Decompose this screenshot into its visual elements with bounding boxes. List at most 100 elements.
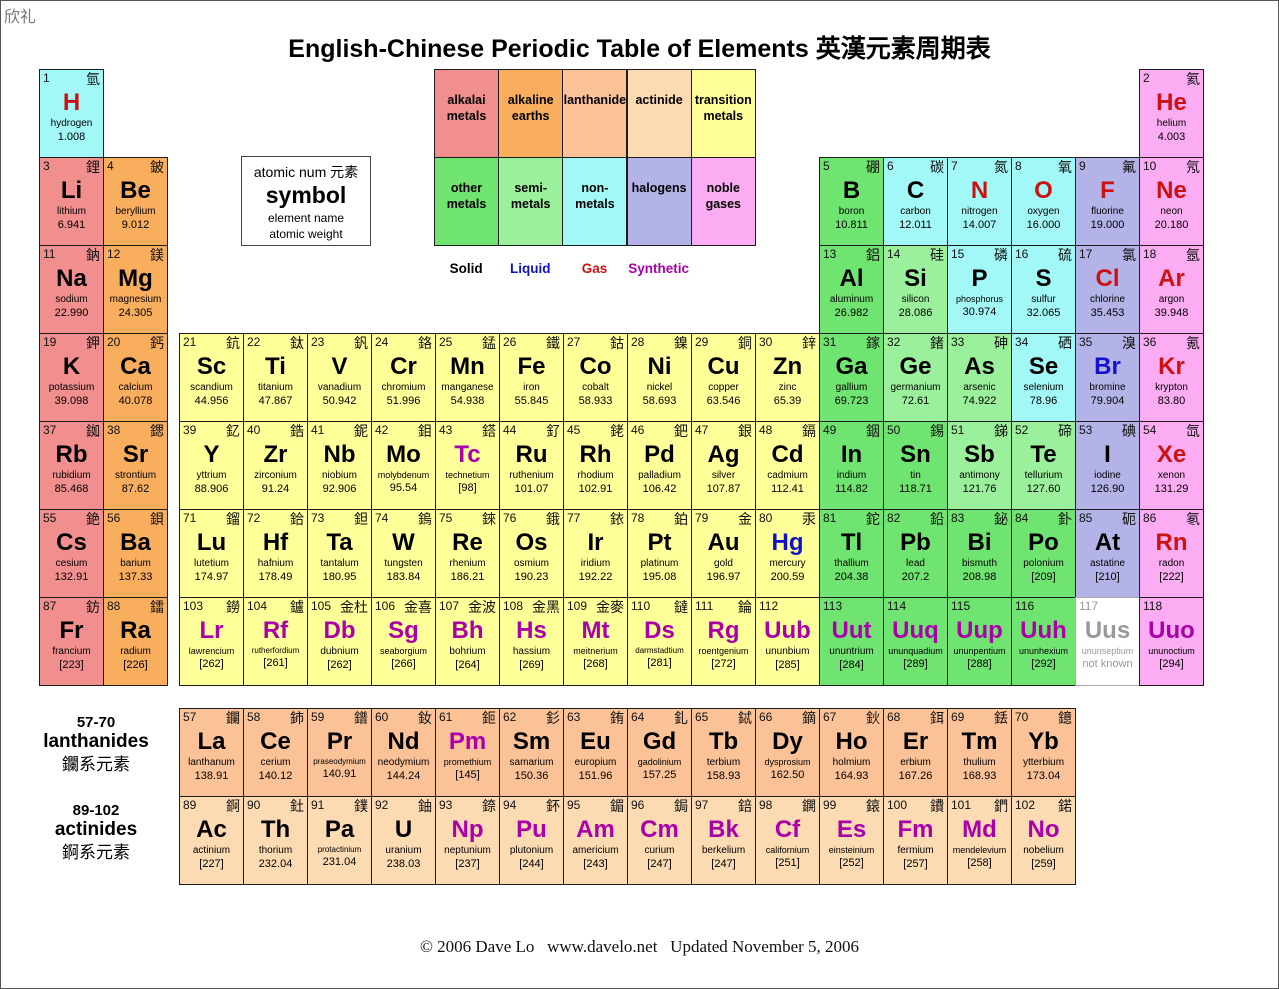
element-symbol: C xyxy=(906,177,925,204)
chinese-name: 鏷 xyxy=(354,798,368,814)
element-symbol: Cs xyxy=(56,529,87,556)
element-symbol: B xyxy=(842,177,861,204)
state-label-synthetic: Synthetic xyxy=(628,261,690,276)
atomic-number: 17 xyxy=(1079,247,1093,261)
atomic-weight: 157.25 xyxy=(642,768,677,781)
atomic-weight: 30.974 xyxy=(962,305,997,318)
element-cell-Cr: 24 鉻 Cr chromium 51.996 xyxy=(371,333,436,422)
element-symbol: Ru xyxy=(515,441,548,468)
atomic-weight: 208.98 xyxy=(962,571,997,584)
element-cell-Nb: 41 鈮 Nb niobium 92.906 xyxy=(307,421,372,510)
chinese-name: 氦 xyxy=(1186,71,1200,87)
atomic-number: 76 xyxy=(503,511,517,525)
chinese-name: 釤 xyxy=(546,710,560,726)
atomic-weight: 112.41 xyxy=(771,483,804,496)
element-symbol: Ho xyxy=(835,728,868,755)
element-symbol: Lr xyxy=(199,617,224,644)
chinese-name: 硼 xyxy=(866,159,880,175)
element-name: darmstadtium xyxy=(635,646,684,656)
element-cell-Fr: 87 鈁 Fr francium [223] xyxy=(39,597,104,686)
chinese-name: 鐨 xyxy=(930,798,944,814)
element-cell-Pr: 59 鐠 Pr praseodymium 140.91 xyxy=(307,708,372,797)
chinese-name: 汞 xyxy=(802,511,816,527)
element-symbol: Po xyxy=(1028,529,1059,556)
atomic-number: 105 xyxy=(311,599,332,613)
atomic-weight: [261] xyxy=(263,656,288,669)
chinese-name: 鐽 xyxy=(674,599,688,615)
element-name: mercury xyxy=(769,558,806,570)
atomic-weight: 178.49 xyxy=(258,571,293,584)
chinese-name: 鉭 xyxy=(354,511,368,527)
chinese-name: 鏑 xyxy=(802,710,816,726)
atomic-weight: [257] xyxy=(903,858,928,871)
legend-box-nonmetal: non-metals xyxy=(562,157,628,246)
atomic-weight: 72.61 xyxy=(901,395,930,408)
element-cell-Rh: 45 銠 Rh rhodium 102.91 xyxy=(563,421,628,510)
element-symbol: I xyxy=(1104,441,1111,468)
element-symbol: Co xyxy=(579,353,612,380)
element-cell-Rb: 37 銣 Rb rubidium 85.468 xyxy=(39,421,104,510)
element-name: terbium xyxy=(706,757,741,769)
element-symbol: Ar xyxy=(1158,265,1185,292)
element-symbol: Tb xyxy=(708,728,739,755)
element-cell-Rn: 86 氡 Rn radon [222] xyxy=(1139,509,1204,598)
element-name: carbon xyxy=(900,206,931,218)
atomic-weight: 1.008 xyxy=(57,131,86,144)
lanthanides-name-en: lanthanides xyxy=(43,731,149,752)
atomic-weight: 114.82 xyxy=(835,483,868,496)
atomic-number: 90 xyxy=(247,798,261,812)
chinese-name: 氧 xyxy=(1058,159,1072,175)
element-symbol: Ac xyxy=(196,816,227,843)
legend-label: halogens xyxy=(631,181,687,195)
element-name: bromine xyxy=(1089,382,1126,394)
element-name: francium xyxy=(52,646,91,658)
atomic-number: 85 xyxy=(1079,511,1093,525)
atomic-weight: 173.04 xyxy=(1026,770,1061,783)
atomic-number: 92 xyxy=(375,798,389,812)
element-symbol: Ni xyxy=(647,353,672,380)
atomic-weight: 207.2 xyxy=(901,571,930,584)
atomic-number: 88 xyxy=(107,599,121,613)
element-name: antimony xyxy=(959,470,1000,482)
element-cell-Ga: 31 鎵 Ga gallium 69.723 xyxy=(819,333,884,422)
legend-box-lanthanide: lanthanide xyxy=(562,69,628,158)
element-name: ununseptium xyxy=(1081,646,1134,657)
element-symbol: Zn xyxy=(772,353,803,380)
legend-label: semi- xyxy=(514,181,548,195)
element-cell-At: 85 砈 At astatine [210] xyxy=(1075,509,1140,598)
chinese-name: 鉺 xyxy=(930,710,944,726)
atomic-number: 70 xyxy=(1015,710,1029,724)
atomic-number: 100 xyxy=(887,798,908,812)
element-name: hafnium xyxy=(257,558,294,570)
element-cell-Am: 95 鎇 Am americium [243] xyxy=(563,796,628,885)
element-cell-Uuo: 118 Uuo ununoctium [294] xyxy=(1139,597,1204,686)
atomic-weight: [223] xyxy=(59,659,84,672)
element-symbol: Pd xyxy=(644,441,675,468)
element-name: phosphorus xyxy=(955,294,1004,305)
chinese-name: 鎘 xyxy=(802,423,816,439)
element-symbol: Cu xyxy=(707,353,740,380)
atomic-number: 7 xyxy=(951,159,958,173)
element-name: seaborgium xyxy=(379,646,428,657)
element-symbol: Nd xyxy=(387,728,420,755)
atomic-weight: 4.003 xyxy=(1157,131,1186,144)
element-symbol: Sg xyxy=(388,617,419,644)
element-cell-Na: 11 鈉 Na sodium 22.990 xyxy=(39,245,104,334)
element-symbol: Cf xyxy=(774,816,801,843)
chinese-name: 銣 xyxy=(86,423,100,439)
element-symbol: O xyxy=(1034,177,1053,204)
element-name: magnesium xyxy=(109,294,162,306)
element-name: ununoctium xyxy=(1148,646,1195,657)
atomic-weight: [284] xyxy=(839,659,864,672)
atomic-weight: 10.811 xyxy=(835,219,868,232)
atomic-weight: [226] xyxy=(123,659,148,672)
element-cell-Br: 35 溴 Br bromine 79.904 xyxy=(1075,333,1140,422)
element-name: xenon xyxy=(1157,470,1186,482)
atomic-number: 58 xyxy=(247,710,261,724)
atomic-weight: 132.91 xyxy=(54,571,89,584)
element-symbol: Xe xyxy=(1156,441,1187,468)
element-cell-Tl: 81 鉈 Tl thallium 204.38 xyxy=(819,509,884,598)
state-label-gas: Gas xyxy=(581,261,608,276)
element-cell-Fm: 100 鐨 Fm fermium [257] xyxy=(883,796,948,885)
